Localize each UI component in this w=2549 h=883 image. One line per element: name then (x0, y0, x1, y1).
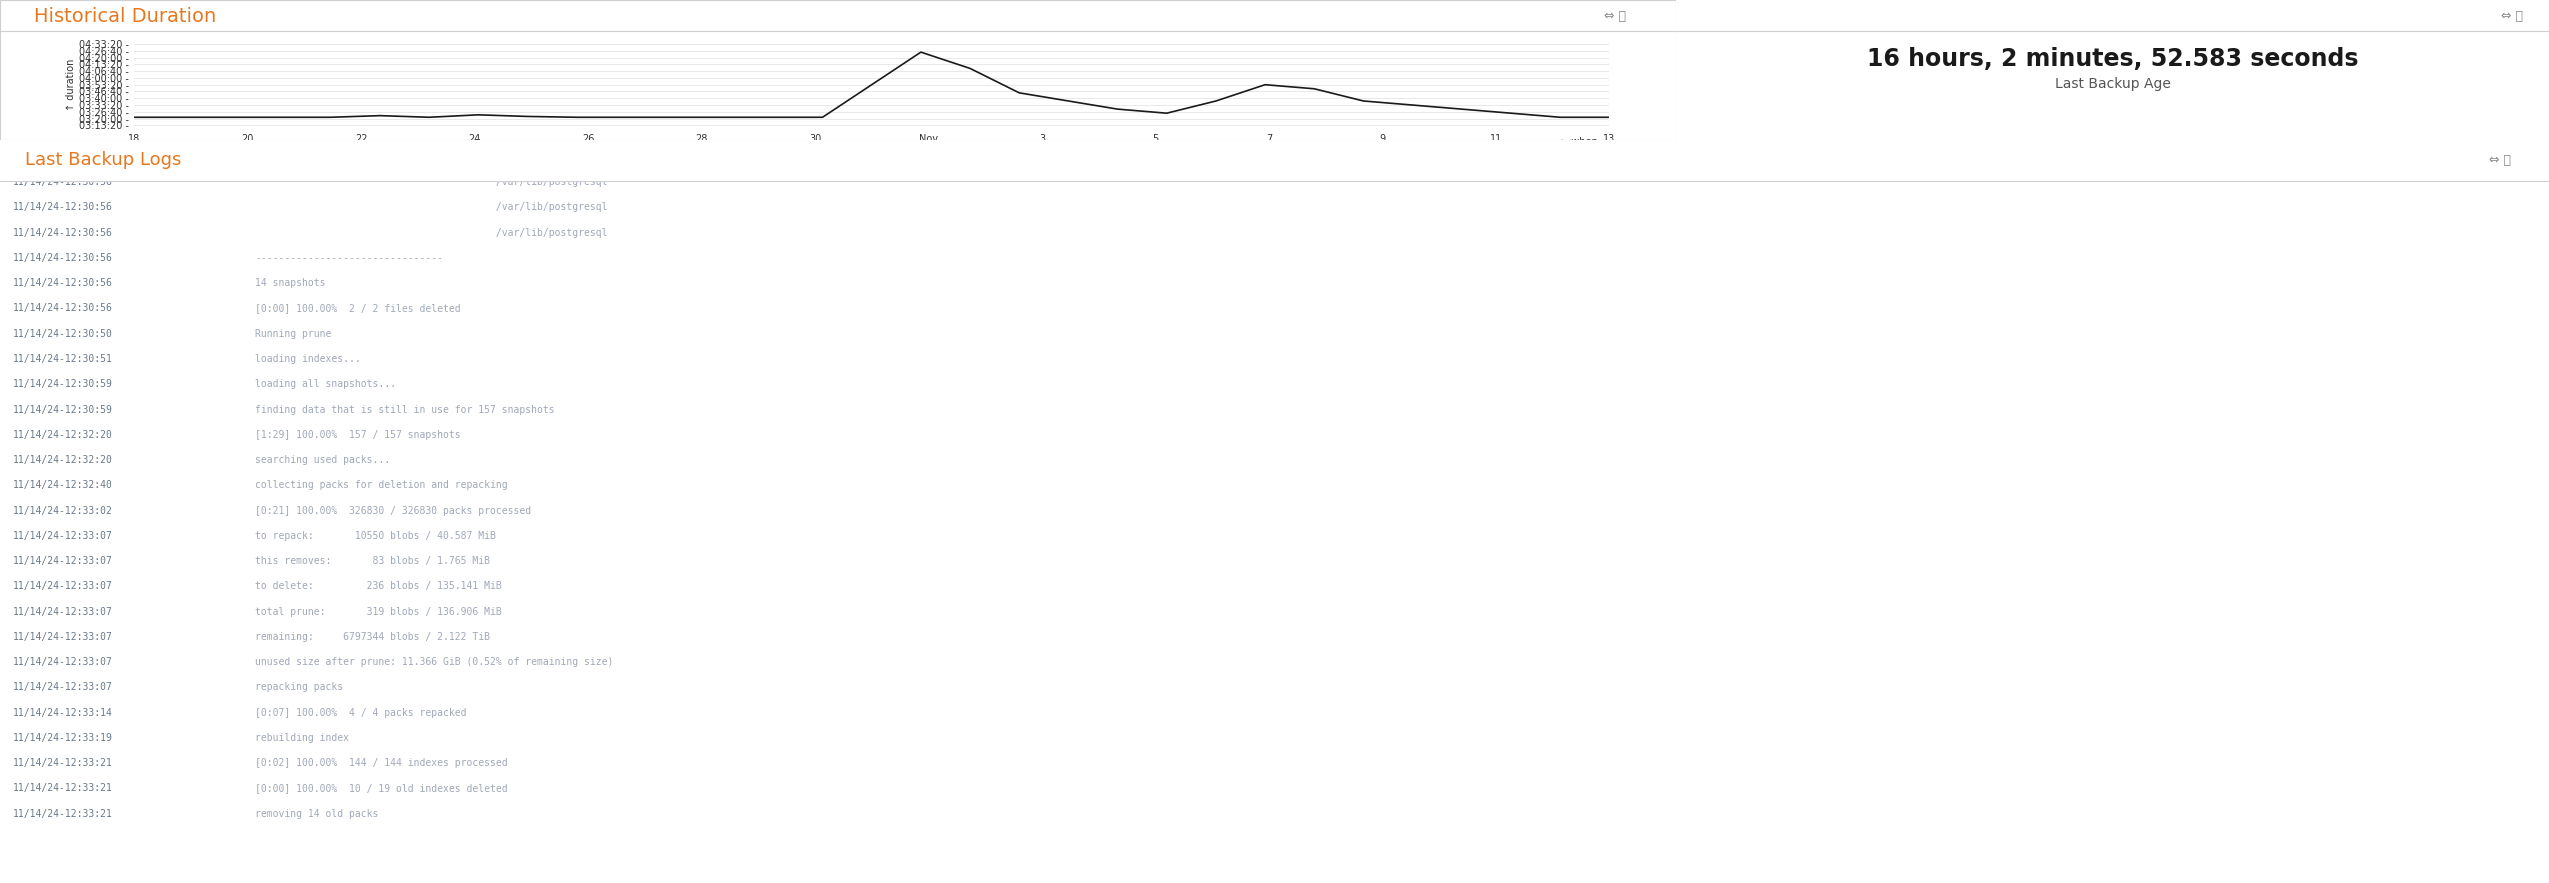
Text: rebuilding index: rebuilding index (255, 733, 349, 743)
Text: --------------------------------: -------------------------------- (255, 253, 444, 263)
Y-axis label: ↑ duration: ↑ duration (66, 58, 76, 111)
Text: 11/14/24-12:30:56: 11/14/24-12:30:56 (13, 177, 112, 187)
FancyBboxPatch shape (0, 140, 2549, 181)
Text: repacking packs: repacking packs (255, 683, 344, 692)
Text: [1:29] 100.00%  157 / 157 snapshots: [1:29] 100.00% 157 / 157 snapshots (255, 430, 461, 440)
Text: 11/14/24-12:30:56: 11/14/24-12:30:56 (13, 228, 112, 238)
Text: finding data that is still in use for 157 snapshots: finding data that is still in use for 15… (255, 404, 556, 414)
Text: 11/14/24-12:33:07: 11/14/24-12:33:07 (13, 556, 112, 566)
Text: collecting packs for deletion and repacking: collecting packs for deletion and repack… (255, 480, 507, 490)
Text: unused size after prune: 11.366 GiB (0.52% of remaining size): unused size after prune: 11.366 GiB (0.5… (255, 657, 614, 668)
Text: to repack:       10550 blobs / 40.587 MiB: to repack: 10550 blobs / 40.587 MiB (255, 531, 495, 540)
Text: 11/14/24-12:33:21: 11/14/24-12:33:21 (13, 783, 112, 794)
Text: [0:00] 100.00%  2 / 2 files deleted: [0:00] 100.00% 2 / 2 files deleted (255, 304, 461, 313)
Text: ⇔ ⛶: ⇔ ⛶ (2488, 154, 2511, 167)
Text: 16 hours, 2 minutes, 52.583 seconds: 16 hours, 2 minutes, 52.583 seconds (1866, 47, 2358, 71)
FancyBboxPatch shape (0, 0, 1677, 140)
Text: 11/14/24-12:33:02: 11/14/24-12:33:02 (13, 506, 112, 516)
Text: [0:07] 100.00%  4 / 4 packs repacked: [0:07] 100.00% 4 / 4 packs repacked (255, 707, 466, 718)
Text: 11/14/24-12:33:19: 11/14/24-12:33:19 (13, 733, 112, 743)
Text: total prune:       319 blobs / 136.906 MiB: total prune: 319 blobs / 136.906 MiB (255, 607, 502, 616)
Text: ⇔ ⛶: ⇔ ⛶ (2501, 11, 2524, 23)
Text: 11/14/24-12:32:20: 11/14/24-12:32:20 (13, 430, 112, 440)
Text: 11/14/24-12:33:07: 11/14/24-12:33:07 (13, 683, 112, 692)
Text: 14 snapshots: 14 snapshots (255, 278, 326, 288)
Text: /var/lib/postgresql: /var/lib/postgresql (255, 228, 607, 238)
Text: 11/14/24-12:30:59: 11/14/24-12:30:59 (13, 404, 112, 414)
Text: 11/14/24-12:30:56: 11/14/24-12:30:56 (13, 278, 112, 288)
Text: 11/14/24-12:32:20: 11/14/24-12:32:20 (13, 455, 112, 465)
Text: 11/14/24-12:32:40: 11/14/24-12:32:40 (13, 480, 112, 490)
Text: 11/14/24-12:33:07: 11/14/24-12:33:07 (13, 607, 112, 616)
Text: 11/14/24-12:33:07: 11/14/24-12:33:07 (13, 531, 112, 540)
Text: loading indexes...: loading indexes... (255, 354, 359, 364)
Text: 11/14/24-12:33:21: 11/14/24-12:33:21 (13, 758, 112, 768)
Text: loading all snapshots...: loading all snapshots... (255, 379, 395, 389)
Text: 11/14/24-12:30:59: 11/14/24-12:30:59 (13, 379, 112, 389)
Text: 11/14/24-12:30:56: 11/14/24-12:30:56 (13, 202, 112, 213)
Text: this removes:       83 blobs / 1.765 MiB: this removes: 83 blobs / 1.765 MiB (255, 556, 489, 566)
Text: 11/14/24-12:30:56: 11/14/24-12:30:56 (13, 304, 112, 313)
Text: [0:00] 100.00%  10 / 19 old indexes deleted: [0:00] 100.00% 10 / 19 old indexes delet… (255, 783, 507, 794)
Text: 11/14/24-12:33:21: 11/14/24-12:33:21 (13, 809, 112, 819)
Text: 11/14/24-12:30:56: 11/14/24-12:30:56 (13, 253, 112, 263)
Text: /var/lib/postgresql: /var/lib/postgresql (255, 202, 607, 213)
Text: 11/14/24-12:33:07: 11/14/24-12:33:07 (13, 581, 112, 592)
Text: removing 14 old packs: removing 14 old packs (255, 809, 377, 819)
Text: 11/14/24-12:33:07: 11/14/24-12:33:07 (13, 632, 112, 642)
Text: Running prune: Running prune (255, 328, 331, 339)
Text: [0:02] 100.00%  144 / 144 indexes processed: [0:02] 100.00% 144 / 144 indexes process… (255, 758, 507, 768)
Text: 11/14/24-12:30:50: 11/14/24-12:30:50 (13, 328, 112, 339)
Text: Historical Duration: Historical Duration (33, 7, 217, 26)
Text: 11/14/24-12:30:51: 11/14/24-12:30:51 (13, 354, 112, 364)
Text: Last Backup Logs: Last Backup Logs (25, 151, 181, 170)
Text: ⇔ ⛶: ⇔ ⛶ (1603, 11, 1626, 23)
Text: searching used packs...: searching used packs... (255, 455, 390, 465)
Text: Last Backup Age: Last Backup Age (2054, 77, 2172, 91)
Text: /var/lib/postgresql: /var/lib/postgresql (255, 177, 607, 187)
Text: ← when →: ← when → (1560, 137, 1608, 147)
Text: to delete:         236 blobs / 135.141 MiB: to delete: 236 blobs / 135.141 MiB (255, 581, 502, 592)
Text: 11/14/24-12:33:14: 11/14/24-12:33:14 (13, 707, 112, 718)
Text: [0:21] 100.00%  326830 / 326830 packs processed: [0:21] 100.00% 326830 / 326830 packs pro… (255, 506, 530, 516)
Text: 11/14/24-12:33:07: 11/14/24-12:33:07 (13, 657, 112, 668)
Text: remaining:     6797344 blobs / 2.122 TiB: remaining: 6797344 blobs / 2.122 TiB (255, 632, 489, 642)
